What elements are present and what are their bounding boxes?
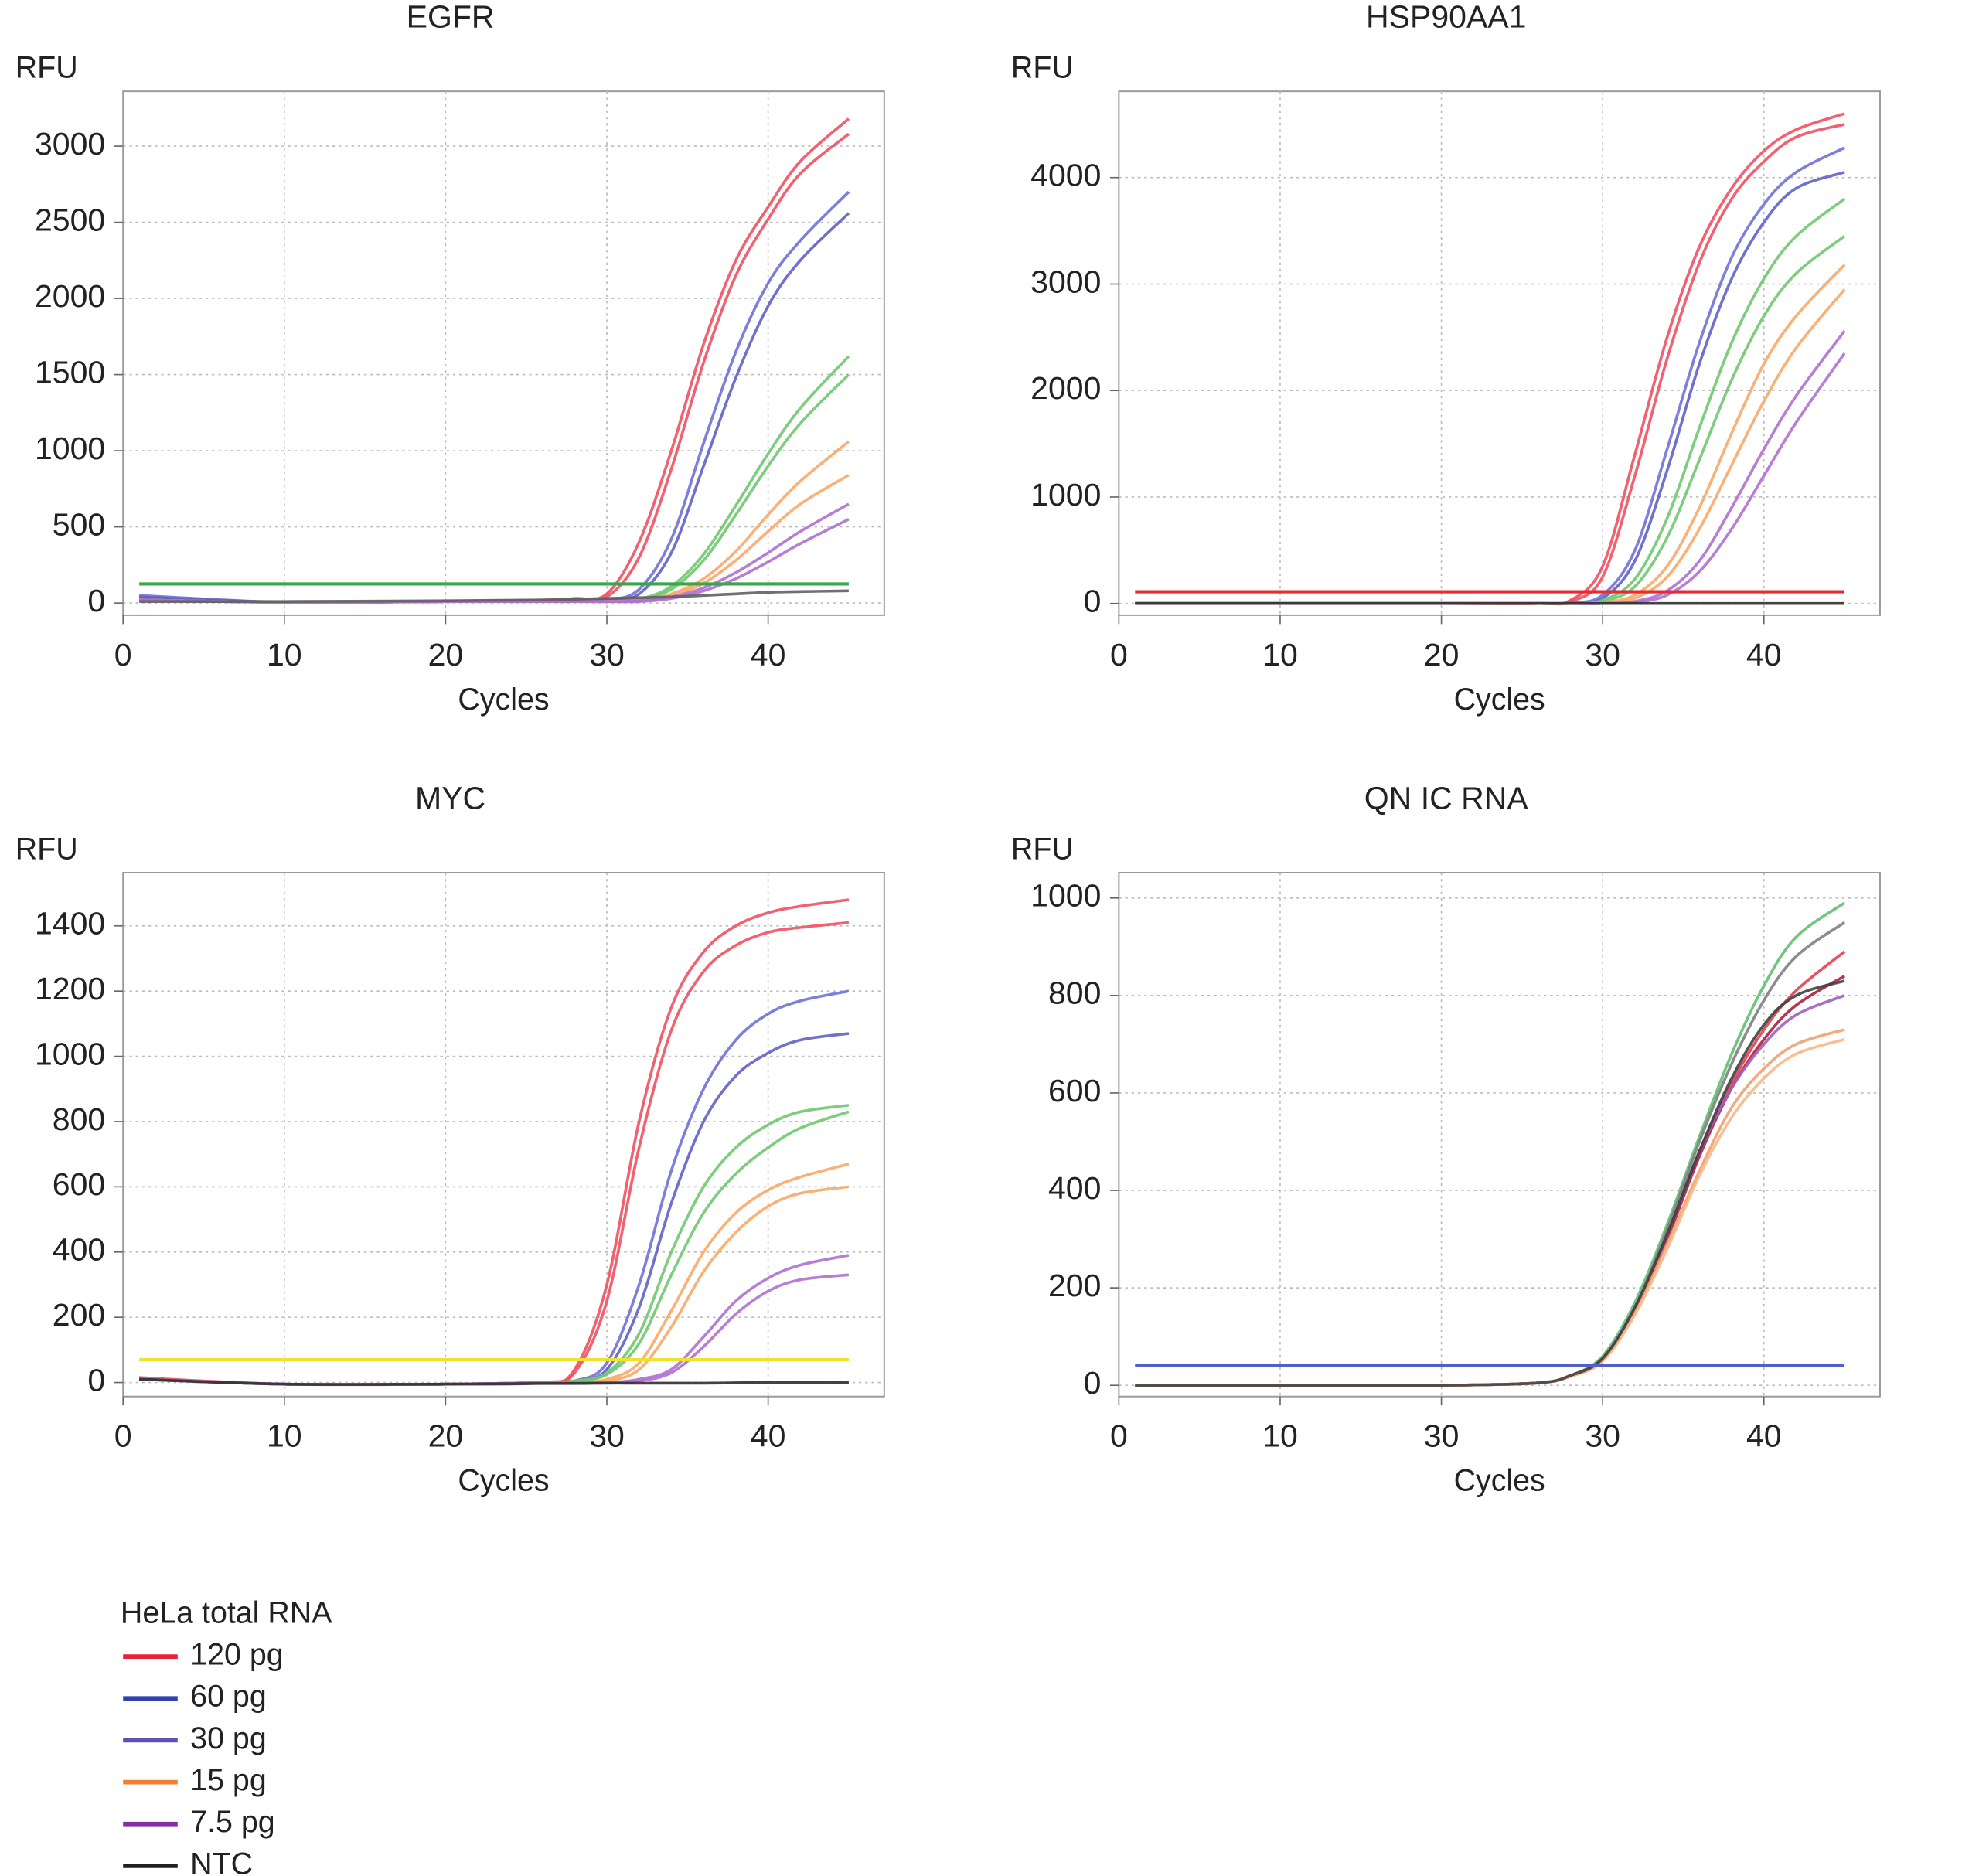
chart-title: MYC [415,780,485,815]
y-tick-label: 1000 [35,431,105,466]
curve [139,1377,849,1386]
x-tick-label: 0 [114,637,132,672]
y-tick-label: 0 [1084,1365,1102,1401]
legend-label: 30 pg [190,1721,267,1755]
y-tick-label: 1000 [1030,477,1101,512]
y-tick-label: 400 [53,1232,105,1268]
y-tick-label: 800 [1048,975,1101,1011]
y-tick-label: 3000 [1030,264,1101,299]
plot-area [1118,872,1881,1398]
x-tick-label: 0 [114,1418,132,1454]
chart-title: EGFR [407,0,495,34]
y-tick-label: 1000 [1030,878,1101,914]
panel: EGFR RFU Cycles 0 10 20 30 40 0 500 1000 1500 2000 25… [15,0,885,717]
legend-label: 7.5 pg [190,1805,274,1839]
x-tick-label: 30 [1424,1418,1460,1454]
y-axis-label: RFU [15,832,78,866]
y-tick-label: 800 [53,1101,105,1137]
y-tick-label: 1500 [35,354,105,390]
plot-area [1118,90,1881,616]
x-tick-label: 30 [1585,1418,1620,1454]
y-axis-label: RFU [1011,51,1074,85]
y-tick-label: 400 [1048,1170,1101,1206]
x-tick-label: 20 [1424,637,1460,672]
legend: HeLa total RNA 120 pg 60 pg 30 pg 15 pg 7.5 p… [121,1595,332,1876]
x-axis-label: Cycles [458,1464,549,1498]
chart-title: HSP90AA1 [1366,0,1526,34]
x-tick-label: 30 [589,637,625,672]
y-tick-label: 200 [1048,1268,1101,1303]
x-tick-label: 20 [428,1418,464,1454]
y-tick-label: 0 [1084,584,1102,619]
x-tick-label: 40 [751,637,786,672]
panel: HSP90AA1 RFU Cycles 0 10 20 30 40 0 1000 2000 3000 4… [1011,0,1881,717]
x-tick-label: 40 [1746,637,1782,672]
legend-label: 120 pg [190,1638,283,1672]
x-axis-label: Cycles [1454,683,1545,717]
plot-area [122,90,885,616]
y-tick-label: 600 [53,1166,105,1202]
y-tick-label: 1400 [35,906,105,941]
y-tick-label: 0 [87,583,105,618]
x-axis-label: Cycles [458,683,549,717]
y-axis-label: RFU [1011,832,1074,866]
legend-label: NTC [190,1847,253,1876]
legend-title: HeLa total RNA [121,1595,332,1629]
y-tick-label: 500 [53,506,105,542]
x-tick-label: 10 [1262,1418,1298,1454]
y-tick-label: 2000 [1030,370,1101,406]
x-tick-label: 0 [1110,637,1128,672]
y-tick-label: 3000 [35,126,105,162]
x-tick-label: 10 [267,637,302,672]
y-tick-label: 0 [87,1362,105,1398]
x-tick-label: 40 [1746,1418,1782,1454]
x-tick-label: 40 [751,1418,786,1454]
y-tick-label: 4000 [1030,158,1101,193]
y-tick-label: 1000 [35,1036,105,1071]
x-tick-label: 0 [1110,1418,1128,1454]
x-tick-label: 30 [1585,637,1620,672]
x-tick-label: 20 [428,637,464,672]
curve [1135,979,1845,1387]
x-tick-label: 10 [267,1418,302,1454]
plot-area [122,872,885,1398]
y-tick-label: 200 [53,1297,105,1333]
chart-title: QN IC RNA [1364,780,1529,815]
curve [139,589,849,604]
y-tick-label: 2000 [35,278,105,314]
legend-label: 15 pg [190,1763,267,1797]
x-axis-label: Cycles [1454,1464,1545,1498]
y-tick-label: 1200 [35,971,105,1006]
y-tick-label: 600 [1048,1073,1101,1108]
x-tick-label: 30 [589,1418,625,1454]
y-axis-label: RFU [15,51,78,85]
x-tick-label: 10 [1262,637,1298,672]
legend-label: 60 pg [190,1680,267,1714]
y-tick-label: 2500 [35,202,105,237]
